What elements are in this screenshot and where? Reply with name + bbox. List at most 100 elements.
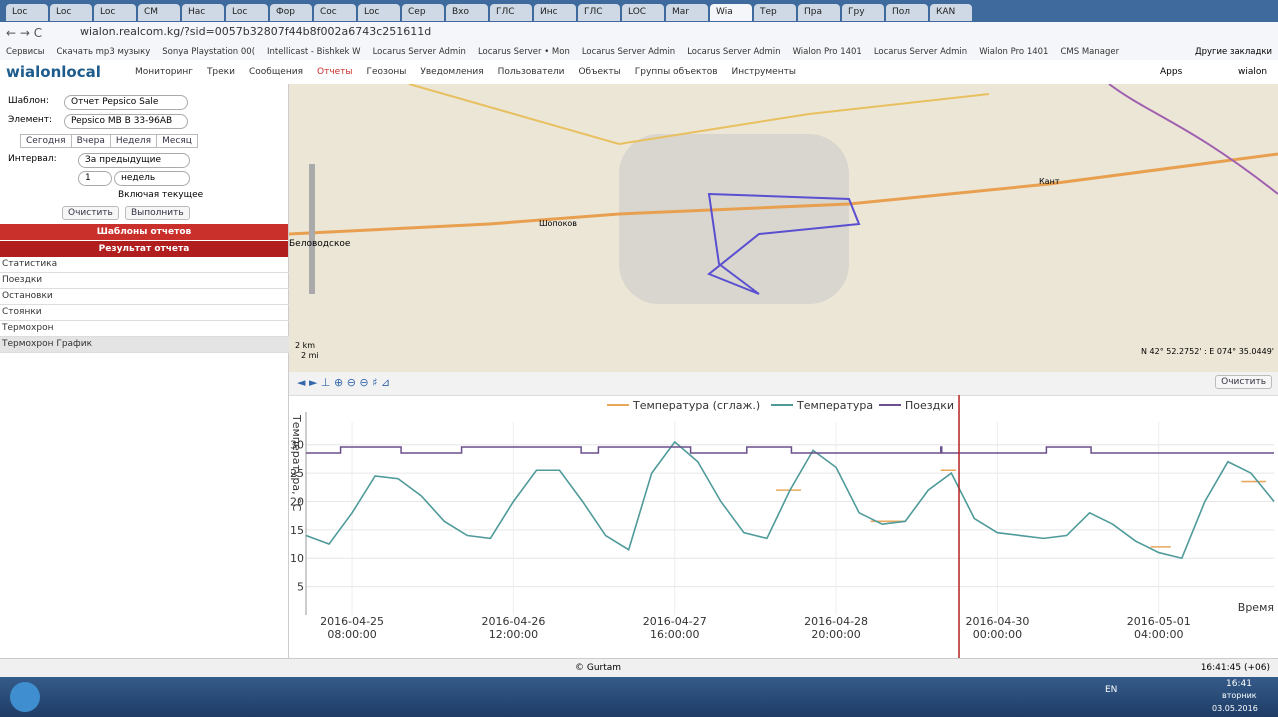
result-item[interactable]: Поездки xyxy=(0,273,290,289)
menu-item[interactable]: Инструменты xyxy=(732,60,796,84)
menu-item[interactable]: Пользователи xyxy=(498,60,565,84)
app-menu: wialonlocal Мониторинг Треки Сообщения Отче… xyxy=(0,60,1278,85)
weekday: вторник xyxy=(1222,691,1257,700)
quick-button[interactable]: Вчера xyxy=(71,134,111,148)
bookmark[interactable]: Wialon Pro 1401 xyxy=(793,44,862,60)
bookmark[interactable]: CMS Manager xyxy=(1060,44,1119,60)
bookmark[interactable]: Locarus Server Admin xyxy=(373,44,466,60)
bookmark[interactable]: Intellicast - Bishkek W xyxy=(267,44,361,60)
x-tick-label: 2016-04-25 xyxy=(320,615,384,628)
menu-item[interactable]: Уведомления xyxy=(420,60,483,84)
chart: 510152025302016-04-2508:00:002016-04-261… xyxy=(289,372,1278,658)
menu-item[interactable]: Сообщения xyxy=(249,60,303,84)
left-panel: Шаблон: Отчет Pepsico Sale Элемент: Peps… xyxy=(0,84,289,658)
quick-button[interactable]: Месяц xyxy=(156,134,198,148)
result-item[interactable]: Статистика xyxy=(0,257,290,273)
menu-item[interactable]: Геозоны xyxy=(367,60,407,84)
x-tick-label: 12:00:00 xyxy=(489,628,538,641)
x-tick-label: 2016-04-28 xyxy=(804,615,868,628)
nav-buttons[interactable]: ← → C xyxy=(6,26,42,40)
label: Элемент: xyxy=(8,115,52,125)
tab[interactable]: Loc xyxy=(226,4,268,21)
element-select[interactable]: Pepsico MB B 33-96AB xyxy=(64,114,188,129)
tab[interactable]: Сер xyxy=(402,4,444,21)
tab[interactable]: Loc xyxy=(94,4,136,21)
tab[interactable]: Coc xyxy=(314,4,356,21)
bookmark[interactable]: Locarus Server Admin xyxy=(687,44,780,60)
menu-item[interactable]: Мониторинг xyxy=(135,60,193,84)
template-select[interactable]: Отчет Pepsico Sale xyxy=(64,95,188,110)
bookmark[interactable]: Сервисы xyxy=(6,44,44,60)
tab[interactable]: КАN xyxy=(930,4,972,21)
tab[interactable]: ГЛС xyxy=(490,4,532,21)
coords: N 42° 52.2752' : E 074° 35.0449' xyxy=(1141,347,1274,356)
server-time: 16:41:45 (+06) xyxy=(1201,659,1270,678)
start-button[interactable] xyxy=(10,682,40,712)
bookmark[interactable]: Wialon Pro 1401 xyxy=(979,44,1048,60)
result-item[interactable]: Термохрон xyxy=(0,321,290,337)
x-tick-label: 08:00:00 xyxy=(327,628,376,641)
templates-header[interactable]: Шаблоны отчетов xyxy=(0,224,288,240)
x-tick-label: 00:00:00 xyxy=(973,628,1022,641)
bookmark[interactable]: Sonya Playstation 00( xyxy=(162,44,255,60)
interval-select[interactable]: За предыдущие xyxy=(78,153,190,168)
tab[interactable]: Тер xyxy=(754,4,796,21)
menu-items: Мониторинг Треки Сообщения Отчеты Геозоны Уве… xyxy=(135,60,810,84)
url[interactable]: wialon.realcom.kg/?sid=0057b32807f44b8f0… xyxy=(80,25,431,38)
tab[interactable]: ГЛС xyxy=(578,4,620,21)
temperature-line xyxy=(306,442,1274,558)
result-item[interactable]: Стоянки xyxy=(0,305,290,321)
menu-item[interactable]: Объекты xyxy=(578,60,620,84)
bookmark[interactable]: Locarus Server Admin xyxy=(582,44,675,60)
menu-item[interactable]: Треки xyxy=(207,60,235,84)
zoom-slider[interactable] xyxy=(309,164,315,294)
logo[interactable]: wialonlocal xyxy=(6,60,101,84)
result-header[interactable]: Результат отчета xyxy=(0,241,288,257)
tab[interactable]: Нас xyxy=(182,4,224,21)
include-current[interactable]: Включая текущее xyxy=(118,190,203,200)
tab[interactable]: Loc xyxy=(6,4,48,21)
tab[interactable]: Пол xyxy=(886,4,928,21)
quick-button[interactable]: Неделя xyxy=(110,134,157,148)
bookmark[interactable]: Locarus Server Admin xyxy=(874,44,967,60)
bookmark[interactable]: Locarus Server • Mon xyxy=(478,44,570,60)
label: Интервал: xyxy=(8,154,57,164)
tab[interactable]: Пра xyxy=(798,4,840,21)
map-label: Шопоков xyxy=(539,219,577,228)
result-item[interactable]: Термохрон График xyxy=(0,337,290,353)
x-axis-label: Время xyxy=(1238,601,1274,614)
date: 03.05.2016 xyxy=(1212,704,1258,713)
tab[interactable]: Wia xyxy=(710,4,752,21)
tab[interactable]: Loc xyxy=(358,4,400,21)
tab[interactable]: Фор xyxy=(270,4,312,21)
count-select[interactable]: 1 xyxy=(78,171,112,186)
run-button[interactable]: Выполнить xyxy=(125,206,190,220)
tab[interactable]: Loc xyxy=(50,4,92,21)
clear-button[interactable]: Очистить xyxy=(62,206,119,220)
result-item[interactable]: Остановки xyxy=(0,289,290,305)
lang[interactable]: EN xyxy=(1105,685,1117,695)
unit-select[interactable]: недель xyxy=(114,171,190,186)
city xyxy=(619,134,849,304)
tab[interactable]: Вхо xyxy=(446,4,488,21)
user[interactable]: wialon xyxy=(1238,60,1267,84)
taskbar: EN 16:41 вторник 03.05.2016 xyxy=(0,677,1278,717)
menu-item[interactable]: Отчеты xyxy=(317,60,353,84)
copyright: © Gurtam xyxy=(575,659,621,678)
apps[interactable]: Apps xyxy=(1160,60,1182,84)
tab[interactable]: Инс xyxy=(534,4,576,21)
other-bookmarks[interactable]: Другие закладки xyxy=(1195,44,1272,60)
legend-label: Температура (сглаж.) xyxy=(632,399,760,412)
scale-km: 2 km xyxy=(295,341,315,350)
tab[interactable]: Mar xyxy=(666,4,708,21)
tab[interactable]: CM xyxy=(138,4,180,21)
menu-item[interactable]: Группы объектов xyxy=(635,60,718,84)
y-axis-label: Температура, °C xyxy=(290,414,303,512)
quick-button[interactable]: Сегодня xyxy=(20,134,72,148)
page: {"browser":{"tabs":["Loc","Loc","Loc","C… xyxy=(0,0,1278,717)
tab[interactable]: LOC xyxy=(622,4,664,21)
y-tick-label: 10 xyxy=(290,552,304,565)
tab[interactable]: Гру xyxy=(842,4,884,21)
x-tick-label: 20:00:00 xyxy=(811,628,860,641)
bookmark[interactable]: Скачать mp3 музыку xyxy=(56,44,150,60)
